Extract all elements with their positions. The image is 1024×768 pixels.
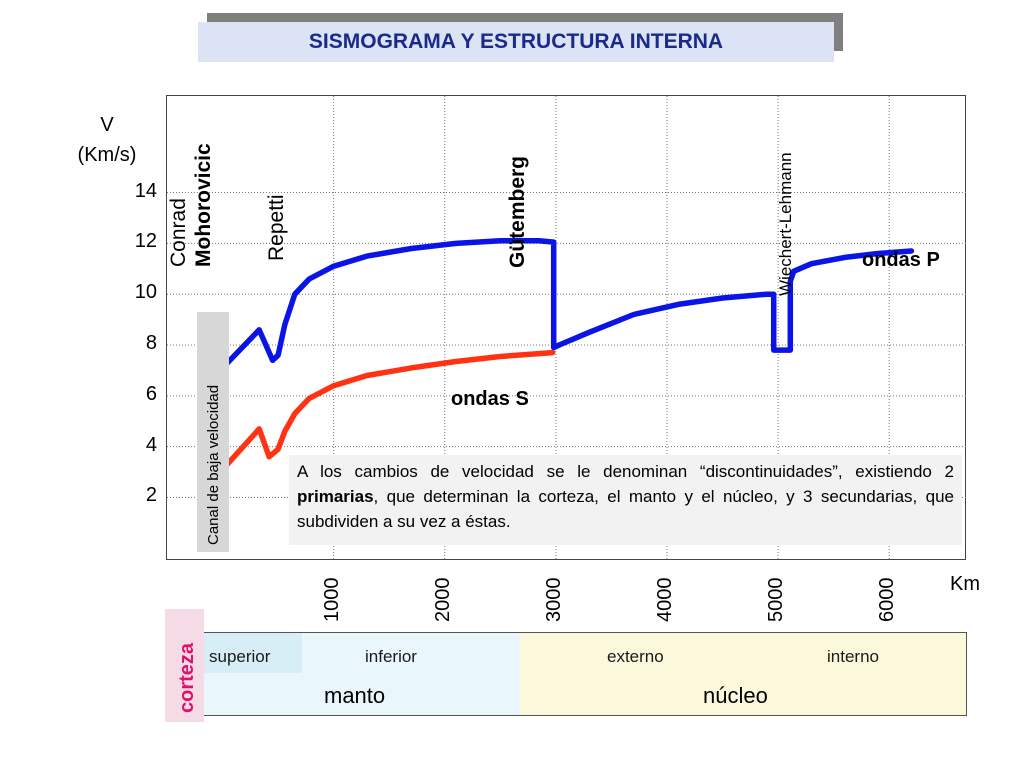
upper-mantle-label: superior	[209, 647, 271, 666]
note-bold-primarias: primarias	[297, 487, 374, 506]
wiechert-lehmann-label: Wiechert-Lehmann	[776, 152, 795, 296]
note-text-5: .	[505, 512, 511, 531]
low-velocity-channel-label: Canal de baja velocidad	[205, 384, 222, 545]
p-wave-label: ondas P	[862, 249, 940, 271]
mantle-label: manto	[324, 683, 386, 708]
x-axis-unit: Km	[950, 573, 980, 595]
conrad-label: Conrad	[167, 198, 190, 267]
layers-strip: superior inferior externo interno manto …	[165, 632, 967, 716]
y-tick-10: 10	[134, 281, 157, 303]
core-label: núcleo	[703, 683, 768, 708]
y-tick-12: 12	[134, 230, 157, 252]
inner-core-label: interno	[827, 647, 879, 666]
gutemberg-label: Gütemberg	[506, 155, 529, 268]
note-text-4: , y 3 secundarias, que subdividen a su v…	[297, 487, 955, 531]
outer-core-label: externo	[607, 647, 664, 666]
low-velocity-channel-box	[197, 312, 229, 552]
y-tick-14: 14	[134, 180, 157, 202]
y-tick-8: 8	[145, 332, 157, 354]
x-tick-4000: 4000	[654, 577, 676, 623]
mohorovicic-label: Mohorovicic	[192, 143, 215, 267]
note-bold-discontinuidades: discontinuidades	[705, 462, 833, 481]
s-wave-label: ondas S	[451, 388, 529, 410]
lower-mantle-label: inferior	[365, 647, 417, 666]
core-zone	[520, 633, 966, 715]
note-text-2: ”, existiendo 2	[832, 462, 954, 481]
discontinuities-note: A los cambios de velocidad se le denomin…	[289, 455, 962, 545]
note-text-1: A los cambios de velocidad se le denomin…	[297, 462, 706, 481]
crust-box	[165, 609, 204, 722]
y-tick-4: 4	[145, 434, 157, 456]
p-wave-line	[219, 238, 915, 371]
x-tick-2000: 2000	[432, 577, 454, 623]
s-wave-line	[219, 349, 556, 473]
note-bold-nucleo: núcleo	[722, 487, 774, 506]
y-axis-label: V (Km/s)	[77, 114, 137, 166]
x-tick-6000: 6000	[876, 577, 898, 623]
y-tick-6: 6	[145, 383, 157, 405]
chart-title: SISMOGRAMA Y ESTRUCTURA INTERNA	[198, 22, 834, 62]
note-text-3: , que determinan la corteza, el manto y …	[373, 487, 723, 506]
x-tick-5000: 5000	[765, 577, 787, 623]
upper-mantle-zone	[204, 633, 302, 673]
x-tick-3000: 3000	[543, 577, 565, 623]
x-tick-1000: 1000	[321, 577, 343, 623]
y-tick-2: 2	[145, 484, 157, 506]
crust-label: corteza	[176, 642, 198, 713]
note-bold-estas: éstas	[465, 512, 506, 531]
repetti-label: Repetti	[265, 194, 288, 261]
